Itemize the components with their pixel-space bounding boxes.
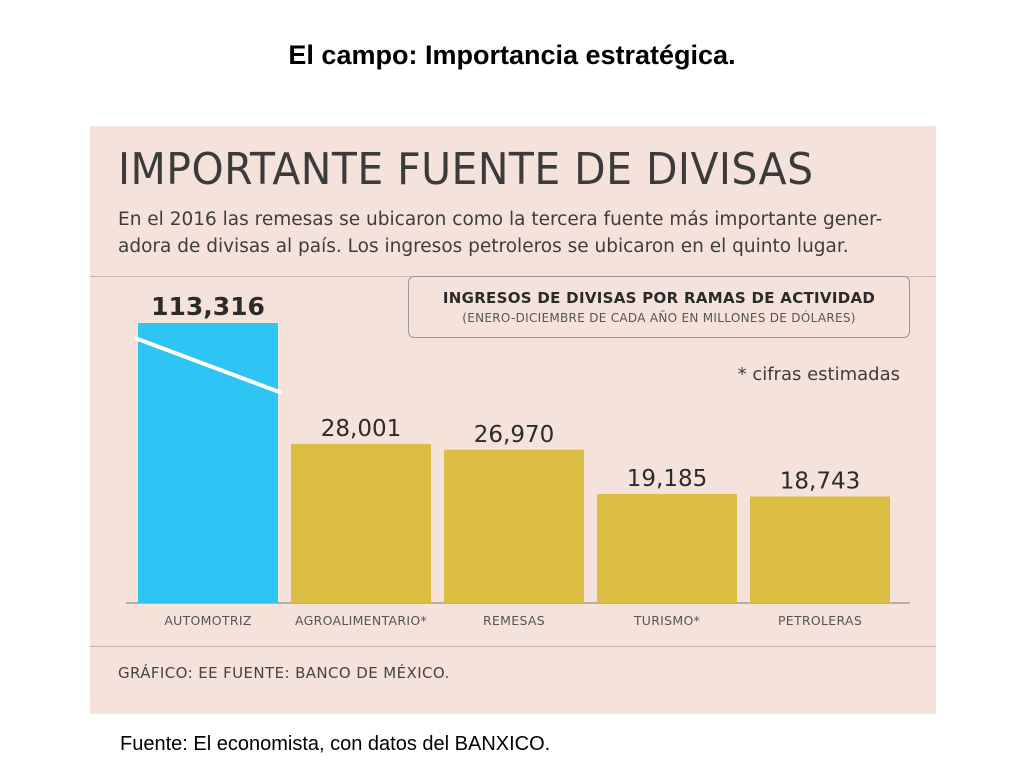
value-label: 19,185 <box>627 466 707 492</box>
bar-automotriz <box>138 323 278 603</box>
axis-break-mark <box>134 336 283 395</box>
value-label: 28,001 <box>321 416 401 442</box>
bar-petroleras <box>750 496 890 603</box>
slide-title: El campo: Importancia estratégica. <box>288 40 736 70</box>
bar-remesas <box>444 449 584 603</box>
category-label: AUTOMOTRIZ <box>164 613 251 628</box>
bar-turismo <box>597 494 737 603</box>
value-label: 26,970 <box>474 422 554 448</box>
category-label: AGROALIMENTARIO* <box>295 613 427 628</box>
chart-title-box: INGRESOS DE DIVISAS POR RAMAS DE ACTIVID… <box>408 276 910 338</box>
infographic-description: En el 2016 las remesas se ubicaron como … <box>118 209 883 257</box>
bar-agroalimentario <box>291 443 431 603</box>
slide-source: Fuente: El economista, con datos del BAN… <box>120 733 551 755</box>
category-label: TURISMO* <box>633 613 700 628</box>
chart-title: INGRESOS DE DIVISAS POR RAMAS DE ACTIVID… <box>442 289 876 307</box>
estimates-note: * cifras estimadas <box>737 364 900 385</box>
bar-chart: 113,316 AUTOMOTRIZ 28,001 AGROALIMENTARIO* 2… <box>126 292 910 628</box>
chart-credit: GRÁFICO: EE FUENTE: BANCO DE MÉXICO. <box>118 664 450 682</box>
infographic-headline: IMPORTANTE FUENTE DE DIVISAS <box>118 144 814 195</box>
bottom-divider <box>90 646 936 647</box>
value-label: 113,316 <box>151 292 265 321</box>
value-label: 18,743 <box>780 469 860 495</box>
category-label: PETROLERAS <box>778 613 862 628</box>
category-label: REMESAS <box>483 613 545 628</box>
infographic-panel: IMPORTANTE FUENTE DE DIVISAS En el 2016 … <box>90 126 936 714</box>
chart-subtitle: (ENERO-DICIEMBRE DE CADA AÑO EN MILLONES… <box>462 311 856 325</box>
